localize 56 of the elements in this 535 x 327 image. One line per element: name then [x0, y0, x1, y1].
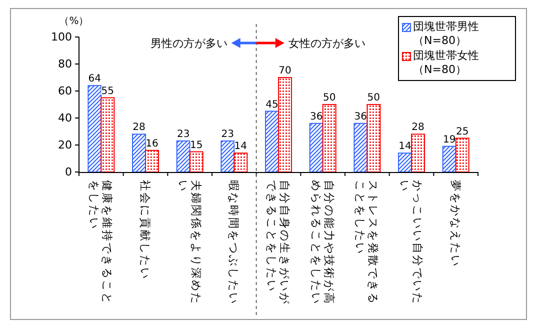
x-tick-label: 自分自身の生きがいができることをしたい: [265, 180, 291, 305]
bar: [265, 110, 279, 172]
data-label: 28: [132, 122, 146, 134]
y-tick-label: 100: [51, 30, 72, 44]
y-tick-label: 0: [65, 166, 72, 179]
bar: [100, 97, 115, 172]
bar: [145, 150, 159, 172]
annotation: 女性の方が多い: [288, 37, 366, 50]
bar: [278, 77, 292, 172]
data-label: 36: [354, 111, 368, 122]
x-tick-label: 夫婦関係をより深めたい: [176, 180, 202, 305]
legend-label: 団塊世帯女性（N=80）: [413, 49, 480, 77]
x-tick-label: ストレスを発散できることをしたい: [354, 180, 380, 305]
bar: [366, 104, 381, 172]
data-label: 28: [412, 122, 424, 134]
bar: [442, 146, 456, 172]
annotation: 男性の方が多い: [150, 37, 228, 50]
data-label: 36: [310, 111, 323, 122]
bar: [176, 140, 190, 172]
y-tick-label: 80: [58, 58, 72, 71]
bar: [411, 134, 425, 172]
y-tick-label: 40: [58, 112, 72, 125]
data-label: 19: [442, 134, 456, 146]
bar: [234, 152, 248, 172]
bar: [189, 151, 204, 172]
data-label: 64: [88, 74, 102, 85]
data-label: 14: [234, 141, 248, 152]
bar: [220, 140, 235, 172]
data-label: 15: [190, 140, 203, 151]
data-label: 50: [322, 92, 336, 104]
bar: [455, 138, 470, 172]
x-tick-label: かっこいい自分でいたい: [398, 180, 424, 305]
y-tick-label: 60: [58, 84, 72, 98]
bar: [322, 104, 336, 172]
bar: [132, 134, 146, 172]
data-label: 45: [266, 99, 278, 110]
data-label: 50: [367, 92, 380, 104]
y-tick-label: 20: [58, 138, 72, 152]
legend-label: 団塊世帯男性（N=80）: [413, 20, 480, 48]
data-label: 23: [176, 128, 190, 140]
data-label: 23: [221, 128, 234, 140]
data-label: 70: [278, 66, 292, 76]
data-label: 55: [101, 86, 114, 97]
y-axis-title: （%）: [59, 16, 89, 27]
x-tick-label: 暇な時間をつぶしたい: [227, 180, 240, 305]
x-tick-label: 健康を維持できることをしたい: [88, 180, 114, 305]
bar: [398, 152, 412, 172]
bar: [354, 122, 368, 172]
bar: [309, 122, 324, 172]
x-tick-label: 自分の能力や技術が高められることをしたい: [309, 180, 336, 305]
data-label: 16: [146, 138, 158, 150]
data-label: 14: [398, 141, 412, 152]
x-tick-label: 社会に貢献したい: [138, 180, 152, 280]
data-label: 25: [456, 126, 469, 138]
x-tick-label: 夢をかなえたい: [448, 180, 462, 268]
bar: [88, 85, 102, 172]
